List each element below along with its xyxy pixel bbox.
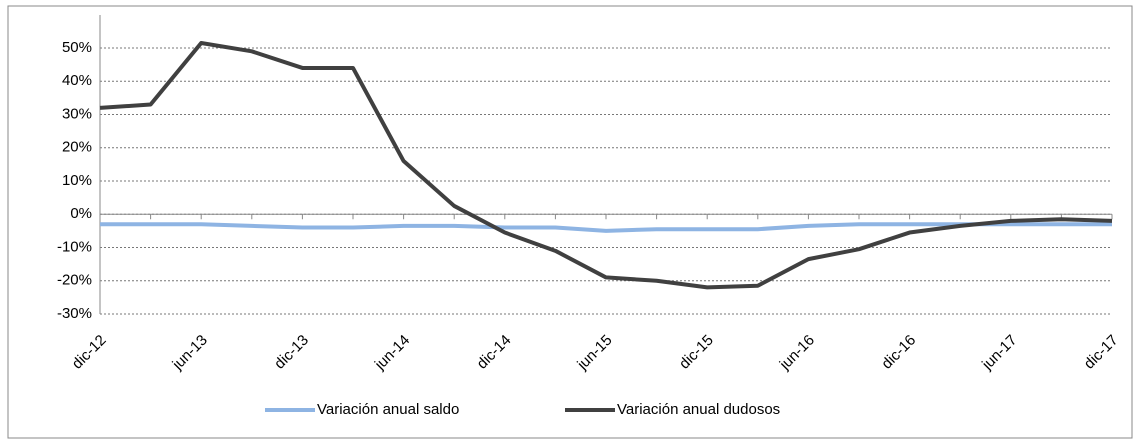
y-tick-label: 30% (62, 105, 92, 122)
y-tick-label: 20% (62, 139, 92, 156)
y-tick-label: -10% (57, 238, 92, 255)
y-tick-label: 40% (62, 72, 92, 89)
series-line (100, 222, 1112, 233)
y-tick-label: 10% (62, 172, 92, 189)
y-tick-label: -20% (57, 272, 92, 289)
y-tick-label: 0% (70, 205, 92, 222)
y-tick-label: 50% (62, 39, 92, 56)
series-line (99, 41, 1113, 290)
legend-label: Variación anual dudosos (617, 401, 780, 418)
y-tick-label: -30% (57, 305, 92, 322)
chart-frame (7, 5, 1133, 439)
legend-label: Variación anual saldo (317, 401, 459, 418)
